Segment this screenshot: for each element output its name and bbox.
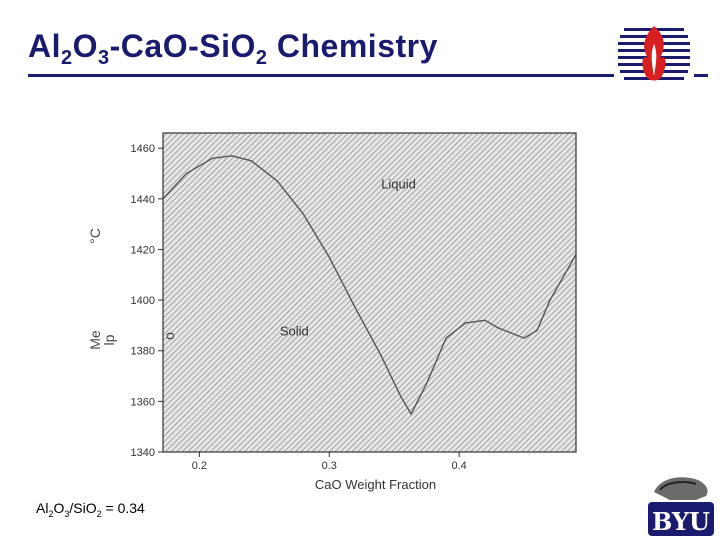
- y-tick-label: 1460: [131, 143, 155, 155]
- byu-cougar-logo-icon: BYU: [648, 477, 714, 536]
- y-tick-label: 1440: [131, 194, 155, 206]
- footnote-value: = 0.34: [101, 500, 145, 516]
- footnote-al-sub: 2: [48, 508, 54, 519]
- x-tick-label: 0.4: [451, 460, 466, 472]
- liquidus-line: [162, 155, 577, 416]
- y-tick-label: 1360: [131, 396, 155, 408]
- title-o2: O: [230, 28, 256, 64]
- title-al-sub: 2: [61, 47, 73, 69]
- x-axis-label: CaO Weight Fraction: [315, 477, 436, 492]
- title-al: Al: [28, 28, 61, 64]
- footnote-si-sub: 2: [96, 508, 102, 519]
- title-o-sub: 3: [98, 47, 110, 69]
- flame-logo-icon: [618, 26, 690, 81]
- footnote-si: /SiO: [69, 500, 97, 516]
- plot-frame: [162, 132, 577, 453]
- x-tick-label: 0.3: [322, 460, 337, 472]
- y-axis-label-fragment: lp: [101, 334, 117, 345]
- composition-footnote: Al2O3/SiO2 = 0.34: [36, 500, 145, 519]
- y-axis-label-fragment: Me: [87, 330, 103, 350]
- plot-area: [163, 133, 576, 452]
- y-tick-label: 1380: [131, 346, 155, 358]
- title-o2-sub: 2: [255, 47, 268, 69]
- byu-logo-text: BYU: [652, 507, 710, 536]
- y-tick-label: 1340: [131, 447, 155, 459]
- title-rule: [28, 74, 614, 77]
- y-tick-label: 1420: [131, 244, 155, 256]
- footnote-al: Al: [36, 500, 49, 516]
- x-tick-label: 0.2: [192, 460, 207, 472]
- footnote-o-sub: 3: [64, 508, 70, 519]
- title-tail: Chemistry: [267, 28, 438, 64]
- y-tick-label: 1400: [131, 295, 155, 307]
- region-label-solid: Solid: [280, 324, 309, 339]
- slide-title: Al2O3-CaO-SiO2 Chemistry: [28, 28, 438, 70]
- y-axis-label-fragment: o: [161, 332, 177, 340]
- footnote-o: O: [53, 500, 65, 516]
- region-label-liquid: Liquid: [381, 177, 416, 192]
- title-o: O: [72, 28, 99, 64]
- title-rest: -CaO-Si: [109, 28, 231, 64]
- title-rule-end: [694, 74, 708, 77]
- y-axis-label-fragment: °C: [87, 228, 103, 244]
